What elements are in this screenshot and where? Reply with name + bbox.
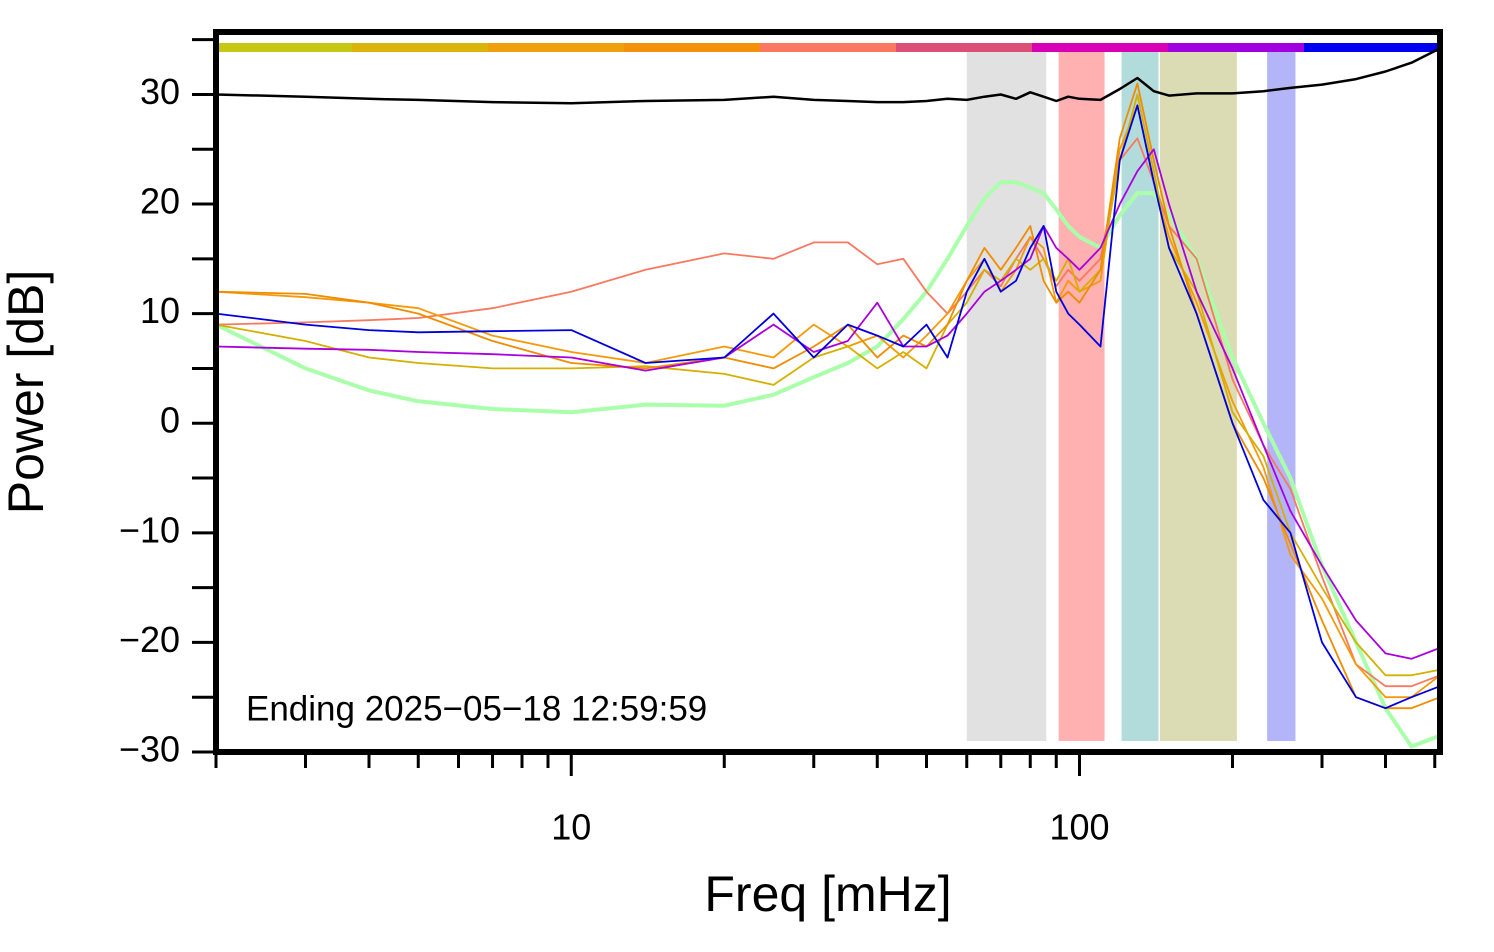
- bands: [966, 52, 1296, 741]
- color-bar: [216, 43, 1441, 52]
- axes: −30 −20 −10 0 10 20 30 10 100: [119, 29, 1443, 848]
- x-tick-label: 100: [1049, 807, 1109, 848]
- y-axis-title: Power [dB]: [0, 270, 54, 515]
- y-tick-label: 10: [140, 290, 180, 331]
- series-line: [215, 93, 1441, 677]
- band: [966, 52, 1047, 741]
- x-tick-label: 10: [551, 807, 591, 848]
- series-line: [215, 180, 1441, 749]
- y-tick-label: −30: [119, 729, 180, 770]
- color-bar-segment: [760, 43, 897, 52]
- plot-frame: [213, 29, 1443, 755]
- color-bar-segment: [624, 43, 761, 52]
- series-line: [215, 82, 1441, 710]
- series-line: [215, 104, 1441, 710]
- y-tick-label: −20: [119, 619, 180, 660]
- color-bar-segment: [896, 43, 1033, 52]
- color-bar-segment: [1304, 43, 1441, 52]
- color-bar-segment: [216, 43, 353, 52]
- y-tick-label: −10: [119, 509, 180, 550]
- y-tick-label: 20: [140, 181, 180, 222]
- color-bar-segment: [488, 43, 625, 52]
- series-line: [215, 47, 1441, 105]
- annotation: Ending 2025−05−18 12:59:59: [246, 689, 707, 728]
- band: [1159, 52, 1237, 741]
- color-bar-segment: [352, 43, 489, 52]
- series-line: [215, 104, 1441, 699]
- band: [1267, 52, 1296, 741]
- color-bar-segment: [1032, 43, 1169, 52]
- lines: [215, 47, 1441, 749]
- band: [1058, 52, 1105, 741]
- color-bar-segment: [1168, 43, 1305, 52]
- y-tick-label: 30: [140, 71, 180, 112]
- y-tick-label: 0: [160, 400, 180, 441]
- x-axis-title: Freq [mHz]: [704, 866, 951, 922]
